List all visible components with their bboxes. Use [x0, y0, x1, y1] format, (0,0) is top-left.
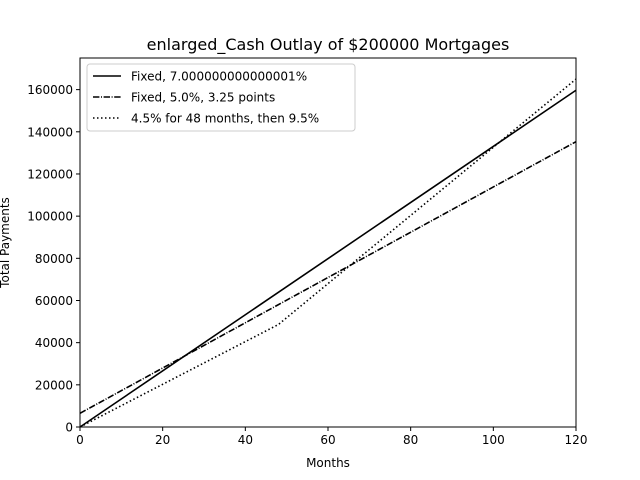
series-line-3	[79, 78, 577, 428]
x-axis: 0 20 40 60 80 100 120	[76, 427, 587, 447]
y-tick-label: 80000	[35, 252, 73, 266]
legend-label-2: Fixed, 5.0%, 3.25 points	[131, 91, 275, 105]
legend-box	[86, 63, 356, 132]
y-tick-label: 40000	[35, 336, 73, 350]
chart-title: enlarged_Cash Outlay of $200000 Mortgage…	[147, 35, 510, 55]
legend: Fixed, 7.000000000000001% Fixed, 5.0%, 3.…	[86, 63, 356, 132]
x-tick-label: 100	[482, 433, 505, 447]
legend-label-3: 4.5% for 48 months, then 9.5%	[131, 112, 319, 126]
y-tick-label: 60000	[35, 294, 73, 308]
y-tick-label: 100000	[27, 210, 73, 224]
y-axis: 0 20000 40000 60000 80000 100000 120000 140000 1…	[27, 83, 80, 435]
x-tick-label: 20	[155, 433, 170, 447]
series-line-2	[79, 141, 577, 414]
x-tick-label: 60	[320, 433, 335, 447]
y-tick-label: 140000	[27, 125, 73, 139]
y-tick-label: 160000	[27, 83, 73, 97]
y-tick-label: 20000	[35, 378, 73, 392]
x-axis-label: Months	[306, 456, 350, 470]
x-tick-label: 0	[76, 433, 84, 447]
x-tick-label: 80	[403, 433, 418, 447]
y-axis-label: Total Payments	[0, 197, 12, 289]
y-tick-label: 0	[65, 421, 73, 435]
legend-label-1: Fixed, 7.000000000000001%	[131, 70, 307, 84]
x-tick-label: 40	[238, 433, 253, 447]
y-tick-label: 120000	[27, 167, 73, 181]
series-group	[79, 78, 577, 428]
series-line-1	[79, 89, 577, 428]
x-tick-label: 120	[565, 433, 588, 447]
